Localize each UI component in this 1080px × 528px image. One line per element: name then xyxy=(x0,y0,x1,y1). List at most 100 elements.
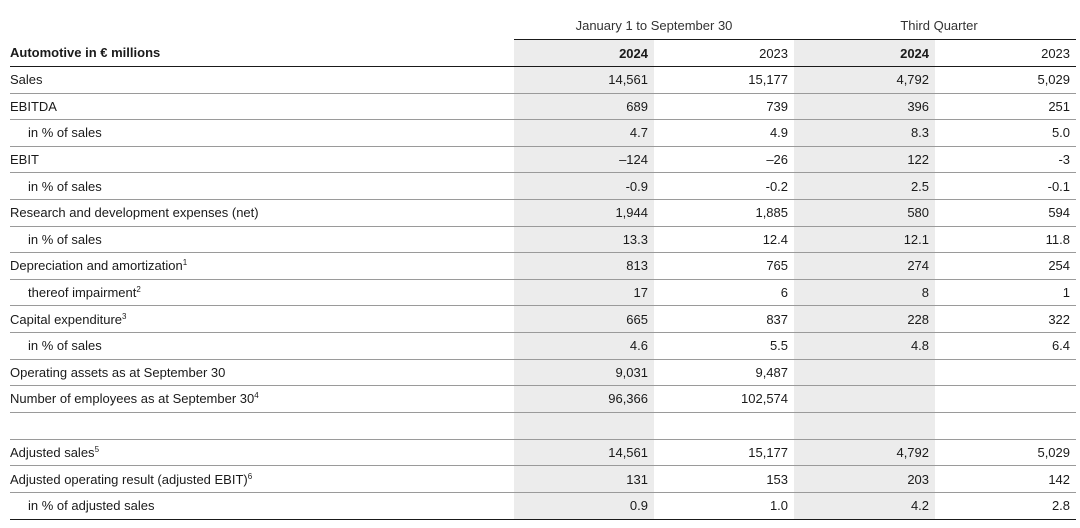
value-cell xyxy=(935,412,1077,440)
value-cell: 254 xyxy=(935,252,1077,280)
col-header-9m-2024: 2024 xyxy=(514,39,654,67)
row-label-text: Adjusted sales xyxy=(10,445,95,461)
value-cell: 15,177 xyxy=(654,66,795,94)
table-row xyxy=(10,412,1077,440)
value-cell: 2.8 xyxy=(935,492,1077,520)
value-cell: 739 xyxy=(654,93,795,121)
value-cell: 12.4 xyxy=(654,226,795,254)
value-cell: -3 xyxy=(935,146,1077,174)
value-cell: 142 xyxy=(935,465,1077,493)
row-label-text: in % of sales xyxy=(28,231,102,247)
value-cell xyxy=(794,385,936,413)
value-cell: 96,366 xyxy=(514,385,654,413)
value-cell: –26 xyxy=(654,146,795,174)
row-label: in % of sales xyxy=(10,119,514,147)
value-cell: 4.9 xyxy=(654,119,795,147)
row-label: Capital expenditure3 xyxy=(10,305,514,333)
period-group-header-row: January 1 to September 30 Third Quarter xyxy=(10,12,1077,40)
row-label: EBITDA xyxy=(10,93,514,121)
value-cell: 9,487 xyxy=(654,359,795,387)
group-header-nine-months: January 1 to September 30 xyxy=(514,12,795,40)
value-cell: 0.9 xyxy=(514,492,654,520)
row-label-text: in % of adjusted sales xyxy=(28,498,155,514)
footnote-marker: 5 xyxy=(94,445,100,455)
value-cell: 17 xyxy=(514,279,654,307)
value-cell: 274 xyxy=(794,252,936,280)
value-cell: 765 xyxy=(654,252,795,280)
table-row: in % of sales 4.6 5.5 4.8 6.4 xyxy=(10,332,1077,360)
table-row: EBIT –124 –26 122 -3 xyxy=(10,146,1077,174)
row-label-text: Number of employees as at September 30 xyxy=(10,391,255,407)
row-label-text: Operating assets as at September 30 xyxy=(10,364,226,380)
value-cell: 13.3 xyxy=(514,226,654,254)
value-cell: 251 xyxy=(935,93,1077,121)
value-cell: 5,029 xyxy=(935,66,1077,94)
footnote-marker: 6 xyxy=(247,471,253,481)
value-cell: 4.8 xyxy=(794,332,936,360)
value-cell: 4.7 xyxy=(514,119,654,147)
row-label-text: Adjusted operating result (adjusted EBIT… xyxy=(10,471,248,487)
column-header-row: Automotive in € millions 2024 2023 2024 … xyxy=(10,39,1077,67)
table-row: in % of adjusted sales 0.9 1.0 4.2 2.8 xyxy=(10,492,1077,520)
value-cell: 8.3 xyxy=(794,119,936,147)
value-cell xyxy=(935,385,1077,413)
footnote-marker: 3 xyxy=(122,311,127,321)
table-label-header: Automotive in € millions xyxy=(10,39,514,67)
value-cell: 1 xyxy=(935,279,1077,307)
value-cell: -0.9 xyxy=(514,172,654,200)
value-cell: -0.2 xyxy=(654,172,795,200)
row-label: in % of sales xyxy=(10,172,514,200)
value-cell xyxy=(514,412,654,440)
row-label: Number of employees as at September 304 xyxy=(10,385,514,413)
row-label: Research and development expenses (net) xyxy=(10,199,514,227)
table-row: Capital expenditure3 665 837 228 322 xyxy=(10,305,1077,333)
row-label: thereof impairment2 xyxy=(10,279,514,307)
footnote-marker: 1 xyxy=(182,258,188,268)
row-label-text: in % of sales xyxy=(28,125,102,141)
table-row: Adjusted sales5 14,561 15,177 4,792 5,029 xyxy=(10,439,1077,467)
row-label: in % of sales xyxy=(10,226,514,254)
value-cell: 689 xyxy=(514,93,654,121)
table-body: Sales 14,561 15,177 4,792 5,029 EBITDA 689 739 3… xyxy=(10,66,1077,520)
table-row: Sales 14,561 15,177 4,792 5,029 xyxy=(10,66,1077,94)
row-label-text: Research and development expenses (net) xyxy=(10,205,259,221)
value-cell: 6 xyxy=(654,279,795,307)
value-cell: 4.6 xyxy=(514,332,654,360)
row-label-text: EBIT xyxy=(10,152,39,168)
value-cell: 813 xyxy=(514,252,654,280)
value-cell: 11.8 xyxy=(935,226,1077,254)
table-row: Adjusted operating result (adjusted EBIT… xyxy=(10,465,1077,493)
value-cell: 5.0 xyxy=(935,119,1077,147)
group-header-third-quarter: Third Quarter xyxy=(794,12,1077,40)
value-cell: 5,029 xyxy=(935,439,1077,467)
value-cell: 5.5 xyxy=(654,332,795,360)
automotive-financials-table: January 1 to September 30 Third Quarter … xyxy=(10,12,1077,520)
value-cell: 15,177 xyxy=(654,439,795,467)
value-cell: 580 xyxy=(794,199,936,227)
value-cell: 203 xyxy=(794,465,936,493)
value-cell: 1,944 xyxy=(514,199,654,227)
table-row: in % of sales 4.7 4.9 8.3 5.0 xyxy=(10,119,1077,147)
row-label-text: in % of sales xyxy=(28,178,102,194)
value-cell: 12.1 xyxy=(794,226,936,254)
value-cell: 102,574 xyxy=(654,385,795,413)
value-cell: 14,561 xyxy=(514,439,654,467)
value-cell xyxy=(935,359,1077,387)
value-cell: 4.2 xyxy=(794,492,936,520)
value-cell: 9,031 xyxy=(514,359,654,387)
row-label: in % of sales xyxy=(10,332,514,360)
value-cell xyxy=(794,359,936,387)
table-row: Research and development expenses (net) 1… xyxy=(10,199,1077,227)
value-cell: 14,561 xyxy=(514,66,654,94)
value-cell: 2.5 xyxy=(794,172,936,200)
row-label: Depreciation and amortization1 xyxy=(10,252,514,280)
value-cell xyxy=(794,412,936,440)
value-cell: 122 xyxy=(794,146,936,174)
row-label: Operating assets as at September 30 xyxy=(10,359,514,387)
row-label: in % of adjusted sales xyxy=(10,492,514,520)
row-label: Adjusted operating result (adjusted EBIT… xyxy=(10,465,514,493)
row-label-text: EBITDA xyxy=(10,98,57,114)
value-cell: 322 xyxy=(935,305,1077,333)
value-cell: 131 xyxy=(514,465,654,493)
